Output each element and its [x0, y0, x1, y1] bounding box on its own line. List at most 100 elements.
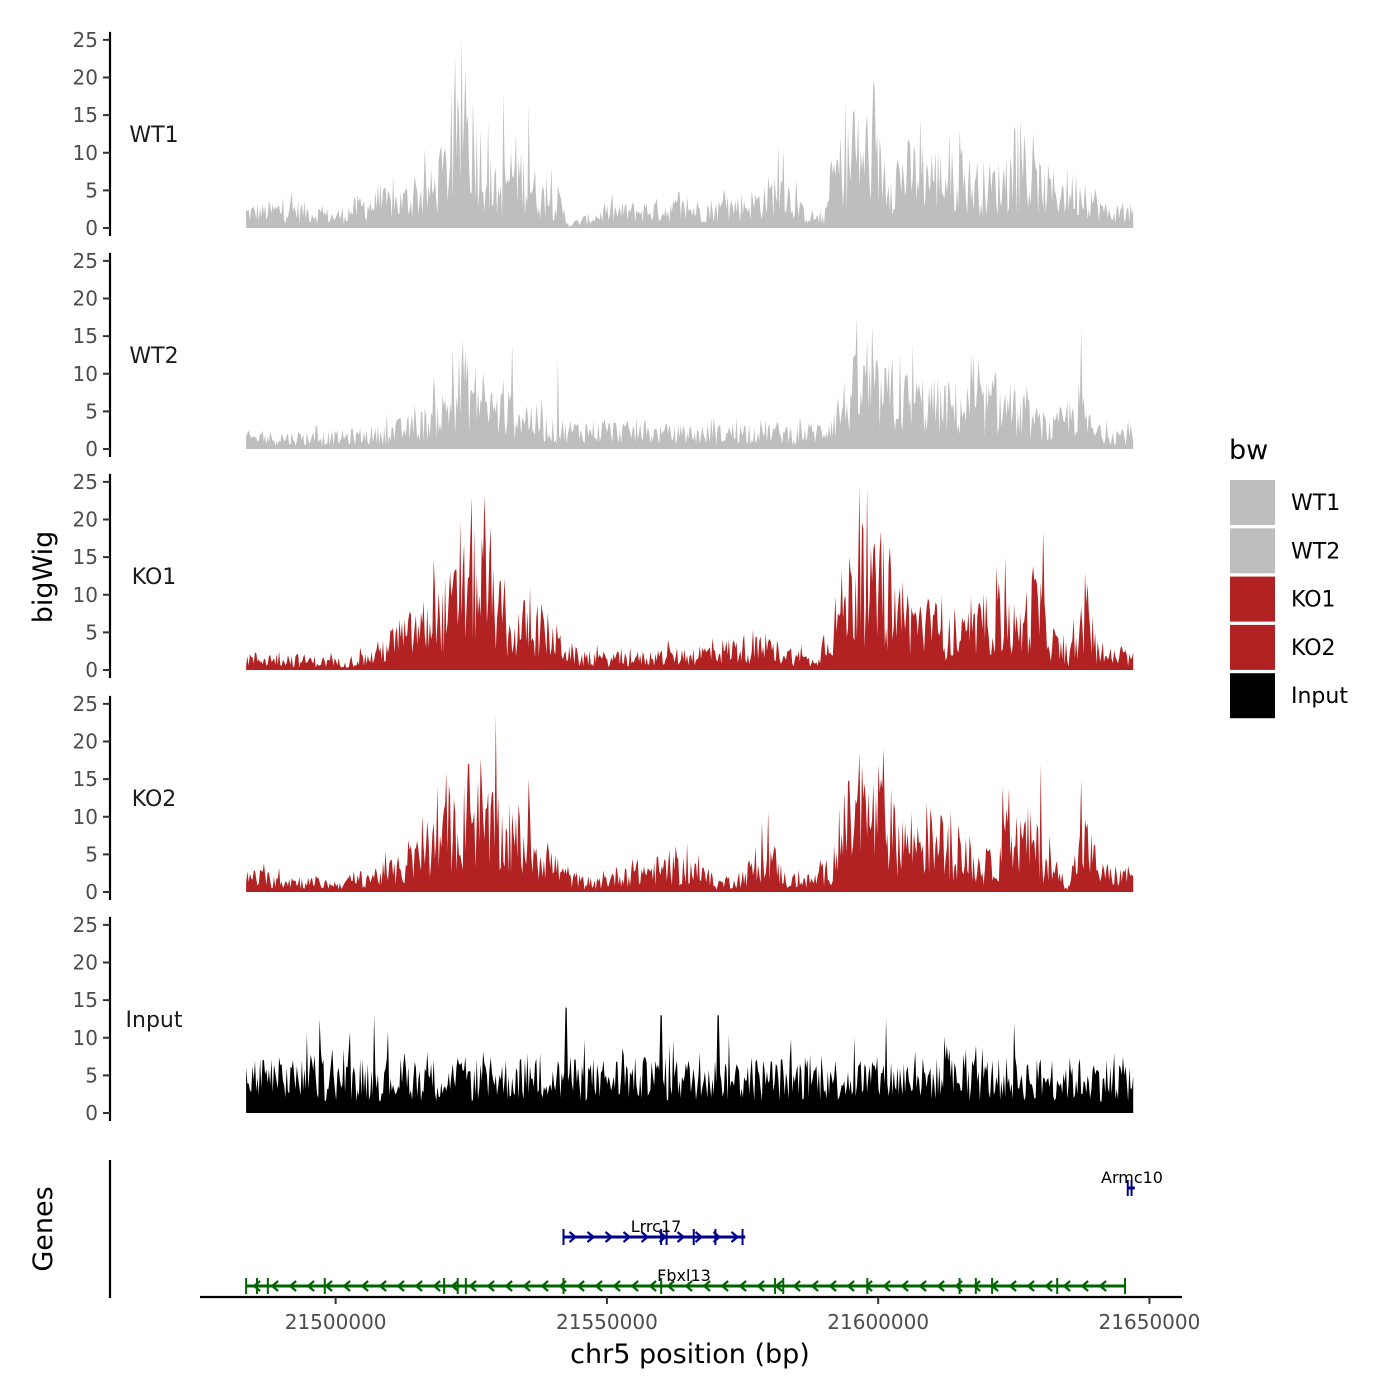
track-wt1: 0 5 10 15 20 25 WT1: [73, 28, 1134, 240]
coverage-area-wt1: [246, 36, 1134, 228]
x-axis-title: chr5 position (bp): [570, 1339, 810, 1370]
strand-arrow: [990, 1280, 999, 1292]
y-tick-label: 10: [73, 362, 98, 386]
strand-arrow: [270, 1280, 279, 1292]
y-tick-label: 5: [85, 178, 98, 202]
track-label-ko1: KO1: [132, 565, 177, 590]
strand-arrow: [684, 1280, 693, 1292]
strand-arrow: [288, 1280, 297, 1292]
gene-label-lrrc17: Lrrc17: [631, 1217, 682, 1236]
strand-arrow: [738, 1280, 747, 1292]
strand-arrow: [918, 1280, 927, 1292]
strand-arrow: [730, 1231, 740, 1243]
y-tick-label: 20: [73, 951, 98, 975]
y-tick-label: 5: [85, 842, 98, 866]
strand-arrow: [774, 1280, 783, 1292]
y-tick-label: 0: [85, 437, 98, 461]
strand-arrow: [1080, 1280, 1089, 1292]
gene-lrrc17: Lrrc17: [562, 1217, 746, 1245]
y-tick-label: 10: [73, 805, 98, 829]
x-tick-label: 21550000: [556, 1310, 658, 1334]
strand-arrow: [720, 1280, 729, 1292]
strand-arrow: [810, 1280, 819, 1292]
track-label-ko2: KO2: [132, 787, 177, 812]
strand-arrow: [630, 1280, 639, 1292]
strand-arrow: [586, 1231, 596, 1243]
y-tick-label: 0: [85, 1101, 98, 1125]
legend-label-ko2: KO2: [1291, 636, 1336, 661]
y-tick-label: 20: [73, 287, 98, 311]
strand-arrow: [972, 1280, 981, 1292]
y-tick-label: 15: [73, 988, 98, 1012]
strand-arrow: [324, 1280, 333, 1292]
strand-arrow: [378, 1280, 387, 1292]
y-tick-label: 25: [73, 249, 98, 273]
track-input: 0 5 10 15 20 25 Input: [73, 913, 1134, 1125]
strand-arrow: [622, 1231, 632, 1243]
y-tick-label: 5: [85, 1063, 98, 1087]
y-tick-label: 25: [73, 28, 98, 52]
strand-arrow: [342, 1280, 351, 1292]
coverage-tracks: 0 5 10 15 20 25 WT1 0 5 10 15 20 25 WT2 0 5 10 15 20 25 KO1 0…: [73, 28, 1134, 1125]
y-tick-label: 25: [73, 692, 98, 716]
strand-arrow: [846, 1280, 855, 1292]
strand-arrow: [712, 1231, 722, 1243]
strand-arrow: [648, 1280, 657, 1292]
y-tick-label: 10: [73, 141, 98, 165]
strand-arrow: [558, 1280, 567, 1292]
legend-swatch-ko1: [1230, 576, 1275, 622]
y-tick-label: 25: [73, 470, 98, 494]
strand-arrow: [658, 1231, 668, 1243]
track-label-wt1: WT1: [129, 123, 178, 148]
y-tick-label: 15: [73, 545, 98, 569]
strand-arrow: [900, 1280, 909, 1292]
strand-arrow: [486, 1280, 495, 1292]
gene-annotation-track: Armc10 Lrrc17 Fbxl13: [108, 1160, 1163, 1298]
strand-arrow: [864, 1280, 873, 1292]
strand-arrow: [1044, 1280, 1053, 1292]
strand-arrow: [792, 1280, 801, 1292]
y-tick-label: 10: [73, 1026, 98, 1050]
legend-swatch-wt1: [1230, 480, 1275, 525]
strand-arrow: [396, 1280, 405, 1292]
y-tick-label: 15: [73, 324, 98, 348]
strand-arrow: [666, 1280, 675, 1292]
track-ko1: 0 5 10 15 20 25 KO1: [73, 470, 1134, 682]
x-tick-label: 21500000: [285, 1310, 387, 1334]
track-label-wt2: WT2: [129, 344, 178, 369]
track-ko2: 0 5 10 15 20 25 KO2: [73, 692, 1134, 904]
track-label-input: Input: [126, 1008, 183, 1033]
strand-arrow: [1026, 1280, 1035, 1292]
strand-arrow: [702, 1280, 711, 1292]
strand-arrow: [522, 1280, 531, 1292]
gene-fbxl13: Fbxl13: [245, 1266, 1127, 1294]
strand-arrow: [936, 1280, 945, 1292]
strand-arrow: [1098, 1280, 1107, 1292]
gene-label-armc10: Armc10: [1101, 1168, 1163, 1187]
legend: bw WT1 WT2 KO1 KO2 Input: [1229, 435, 1348, 719]
y-tick-label: 15: [73, 767, 98, 791]
y-tick-label: 20: [73, 730, 98, 754]
strand-arrow: [594, 1280, 603, 1292]
track-wt2: 0 5 10 15 20 25 WT2: [73, 249, 1134, 461]
coverage-area-input: [246, 1007, 1134, 1113]
y-tick-label: 20: [73, 66, 98, 90]
strand-arrow: [432, 1280, 441, 1292]
y-tick-label: 0: [85, 216, 98, 240]
legend-swatch-ko2: [1230, 624, 1275, 670]
legend-title: bw: [1229, 435, 1268, 466]
legend-label-ko1: KO1: [1291, 588, 1336, 613]
strand-arrow: [954, 1280, 963, 1292]
y-axis-title: bigWig: [28, 531, 59, 624]
strand-arrow: [468, 1280, 477, 1292]
y-tick-label: 10: [73, 583, 98, 607]
strand-arrow: [306, 1280, 315, 1292]
strand-arrow: [414, 1280, 423, 1292]
y-tick-label: 0: [85, 658, 98, 682]
strand-arrow: [882, 1280, 891, 1292]
strand-arrow: [612, 1280, 621, 1292]
legend-label-wt1: WT1: [1291, 491, 1340, 516]
strand-arrow: [540, 1280, 549, 1292]
coverage-area-ko2: [246, 715, 1134, 892]
